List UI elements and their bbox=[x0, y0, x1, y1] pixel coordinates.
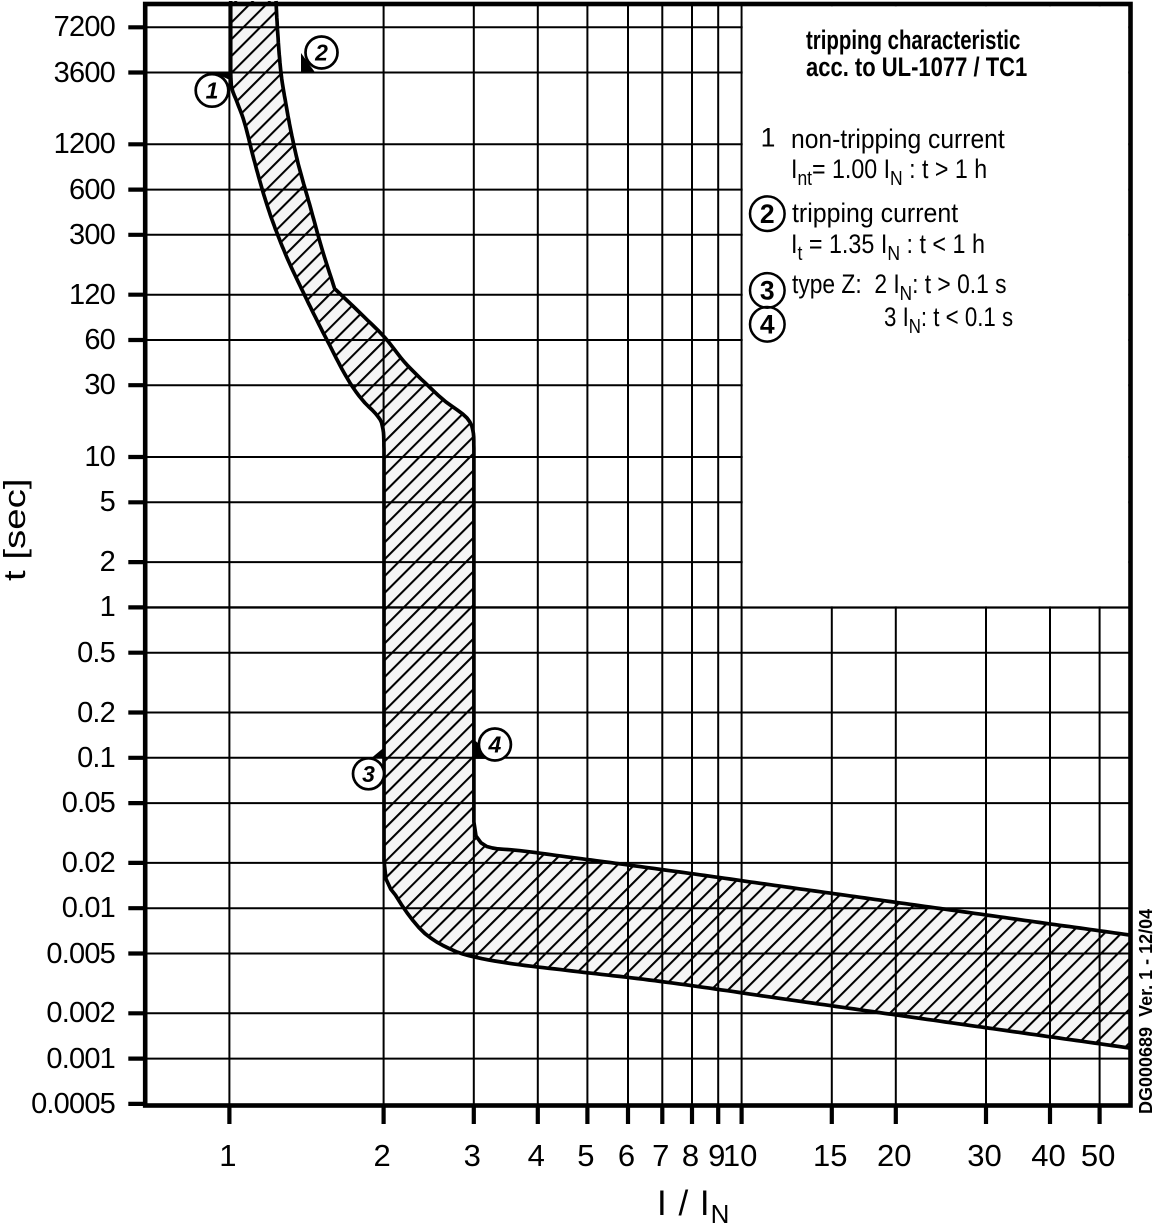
svg-text:1: 1 bbox=[761, 122, 776, 152]
svg-text:3: 3 bbox=[760, 276, 775, 306]
svg-text:2: 2 bbox=[760, 199, 775, 229]
svg-text:1: 1 bbox=[206, 78, 219, 104]
svg-text:2: 2 bbox=[314, 40, 328, 66]
svg-text:3: 3 bbox=[362, 761, 375, 787]
svg-text:4: 4 bbox=[760, 310, 775, 340]
svg-text:4: 4 bbox=[488, 732, 502, 758]
